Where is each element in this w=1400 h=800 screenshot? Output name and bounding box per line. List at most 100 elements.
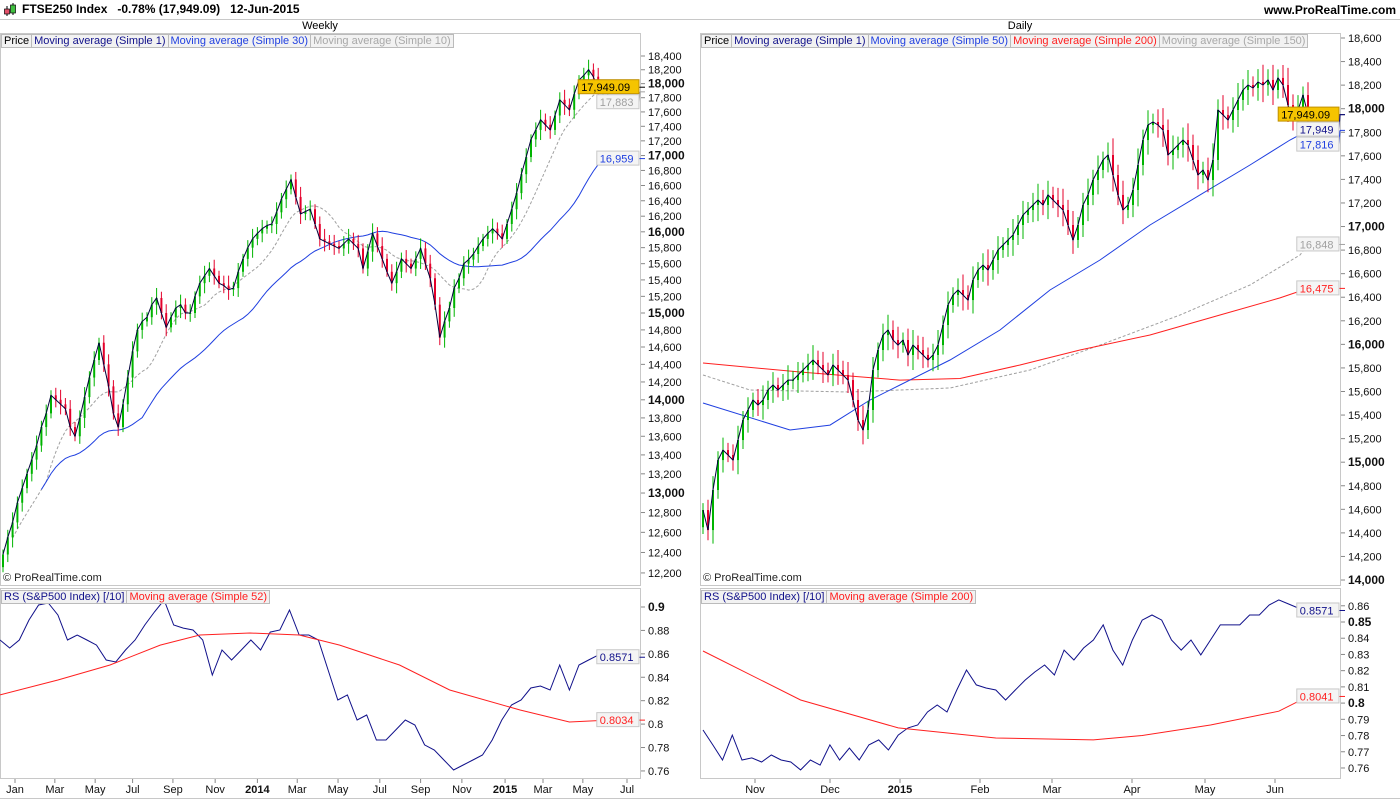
y-tick-label: 18,000 (648, 77, 685, 91)
candle-body (722, 450, 724, 461)
y-tick-label: 17,600 (648, 107, 682, 119)
candle-body (352, 238, 355, 244)
y-tick-label: 0.83 (1348, 649, 1369, 661)
candle-body (64, 404, 67, 409)
candlestick-logo-icon (4, 3, 16, 16)
candle-body (882, 335, 884, 351)
legend-ma150[interactable]: Moving average (Simple 150) (1161, 35, 1306, 47)
candle-body (757, 399, 759, 406)
candle-body (1252, 85, 1254, 88)
candle-body (515, 193, 518, 210)
y-tick-label: 15,400 (648, 275, 682, 287)
candle-body (1037, 200, 1039, 205)
price-plot-frame (0, 33, 641, 586)
candle-body (448, 307, 451, 322)
candle-body (1027, 210, 1029, 215)
candle-body (1012, 235, 1014, 240)
candle-body (1177, 144, 1179, 151)
x-tick-label: Dec (820, 784, 840, 796)
y-tick-label: 16,200 (1348, 316, 1382, 328)
y-tick-label: 15,600 (648, 259, 682, 271)
candle-body (587, 69, 590, 76)
candle-body (862, 420, 864, 431)
rs-ma-value-tag (596, 712, 640, 728)
candle-body (1007, 239, 1009, 246)
candle-body (376, 233, 379, 247)
legend-ma50[interactable]: Moving average (Simple 50) (869, 35, 1012, 47)
legend-ma1[interactable]: Moving average (Simple 1) (732, 35, 869, 47)
legend-rs-ma52[interactable]: Moving average (Simple 52) (129, 591, 268, 603)
candle-body (1192, 144, 1194, 160)
candle-body (767, 389, 769, 400)
last-price-tag (1277, 106, 1340, 122)
candle-body (582, 75, 585, 81)
candle-body (98, 342, 100, 361)
instrument-name: FTSE250 Index (22, 2, 108, 16)
last-price-tag-text: 17,949.09 (581, 82, 630, 94)
legend-price[interactable]: Price (2, 35, 33, 47)
y-tick-label: 14,600 (648, 342, 682, 354)
y-tick-label: 0.76 (648, 766, 669, 778)
candle-body (1167, 130, 1169, 156)
x-tick-label: May (85, 784, 106, 796)
candle-body (1057, 200, 1059, 205)
legend-rs[interactable]: RS (S&P500 Index) [/10] (2, 591, 128, 603)
y-tick-label: 14,400 (1348, 528, 1382, 540)
candle-body (1142, 140, 1144, 166)
x-tick-label: May (572, 784, 593, 796)
legend-ma200[interactable]: Moving average (Simple 200) (1011, 35, 1160, 47)
legend-ma10[interactable]: Moving average (Simple 10) (313, 35, 451, 47)
y-tick-label: 0.81 (1348, 682, 1369, 694)
candle-body (222, 283, 225, 286)
y-tick-label: 0.84 (648, 672, 669, 684)
last-price-tag-text: 17,949.09 (1281, 110, 1330, 122)
x-tick-label: Apr (1123, 784, 1140, 796)
candle-body (333, 243, 336, 247)
candle-body (937, 345, 939, 355)
legend-ma1[interactable]: Moving average (Simple 1) (32, 35, 169, 47)
rs-plot-frame (700, 588, 1341, 779)
rs-value-tag (596, 649, 640, 665)
candle-body (1047, 194, 1049, 205)
candle-body (742, 420, 744, 441)
candle-body (117, 413, 120, 428)
y-tick-label: 15,400 (1348, 410, 1382, 422)
ma50-value-tag (1296, 136, 1340, 152)
ma1-line (2, 68, 608, 555)
y-tick-label: 15,200 (648, 291, 682, 303)
x-tick-label: Mar (288, 784, 307, 796)
candle-body (967, 294, 969, 301)
candle-body (141, 321, 144, 330)
candle-body (1207, 169, 1209, 180)
legend-rs[interactable]: RS (S&P500 Index) [/10] (702, 591, 828, 603)
website-link[interactable]: www.ProRealTime.com (1263, 3, 1396, 17)
candle-body (1102, 159, 1104, 170)
ma200-value-tag-text: 16,475 (1300, 283, 1334, 295)
y-tick-label: 0.77 (1348, 747, 1369, 759)
candle-body (827, 370, 829, 375)
candle-body (506, 223, 508, 239)
ma30-line (40, 152, 609, 490)
candle-body (1002, 245, 1004, 250)
candle-body (126, 377, 129, 405)
candle-body (563, 99, 566, 105)
candle-body (1067, 210, 1069, 225)
candle-body (777, 385, 779, 390)
candle-body (189, 313, 192, 315)
candle-body (323, 238, 326, 242)
ma200-line (702, 287, 1309, 381)
legend-ma30[interactable]: Moving average (Simple 30) (169, 35, 312, 47)
candle-body (1162, 124, 1164, 131)
legend-rs-ma200[interactable]: Moving average (Simple 200) (829, 591, 974, 603)
candle-body (501, 233, 504, 239)
candle-body (897, 339, 899, 346)
price-plot-frame (700, 33, 1341, 586)
y-tick-label: 0.76 (1348, 763, 1369, 775)
candle-body (261, 228, 264, 234)
legend-price[interactable]: Price (702, 35, 733, 47)
x-tick-label: Jul (620, 784, 634, 796)
candle-body (907, 339, 909, 355)
x-tick-label: Nov (452, 784, 472, 796)
candle-body (1182, 140, 1184, 145)
